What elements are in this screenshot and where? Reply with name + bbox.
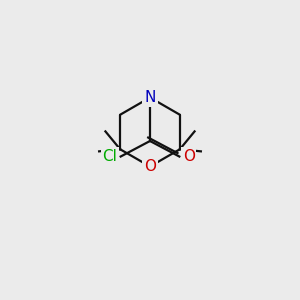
- Text: O: O: [183, 149, 195, 164]
- Text: O: O: [144, 159, 156, 174]
- Text: N: N: [144, 90, 156, 105]
- Text: Cl: Cl: [102, 149, 117, 164]
